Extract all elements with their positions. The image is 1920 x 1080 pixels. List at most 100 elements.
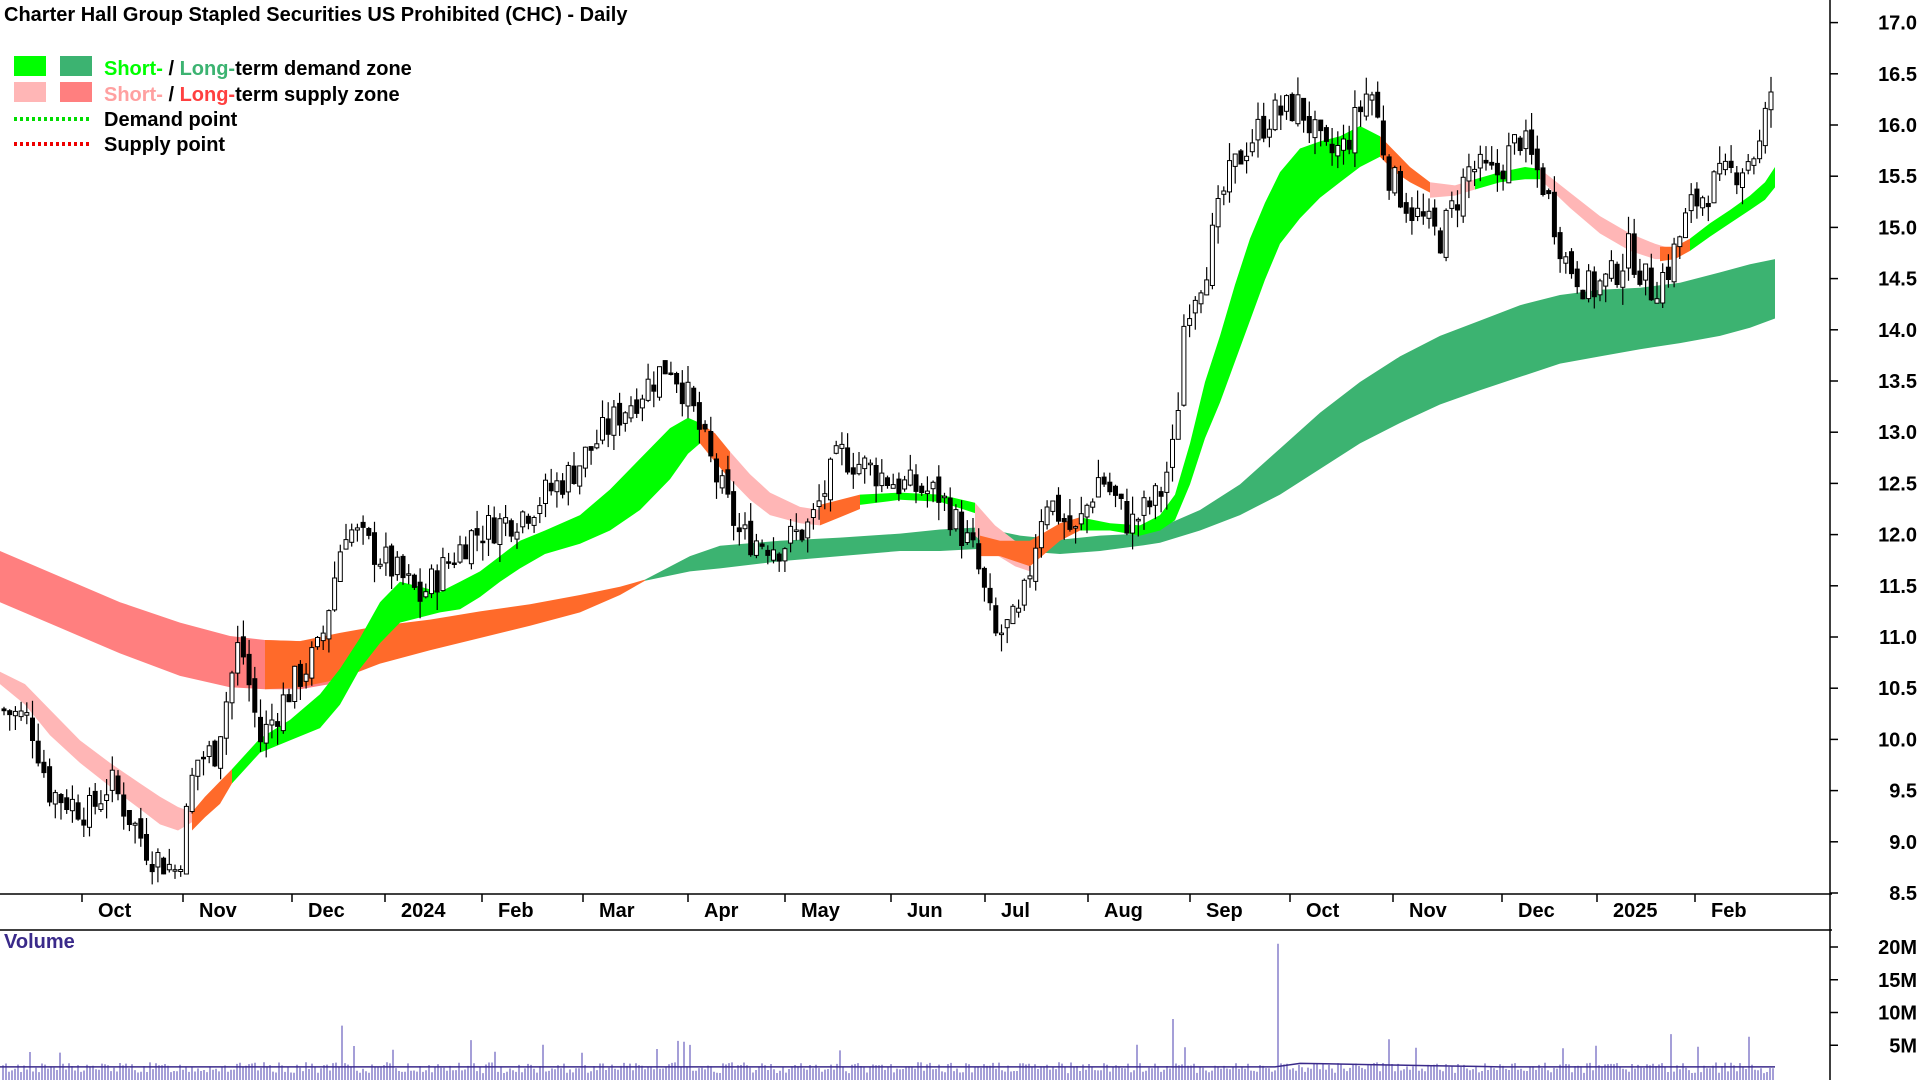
candle-body xyxy=(668,372,674,375)
candle-body xyxy=(873,465,879,487)
short-transition-zone-2 xyxy=(700,423,730,480)
candle-body xyxy=(457,544,463,563)
candle-body xyxy=(1329,143,1335,154)
candle-body xyxy=(394,556,400,576)
y-tick-label: 14.0 xyxy=(1878,320,1917,342)
candle-body xyxy=(258,716,263,743)
candle-body xyxy=(446,561,452,564)
candle-body xyxy=(981,567,987,588)
legend-swatch-short-supply xyxy=(14,82,46,102)
candle-body xyxy=(297,663,303,687)
candle-body xyxy=(1152,485,1158,506)
candle-body xyxy=(24,712,30,716)
candle-body xyxy=(930,481,936,490)
x-tick-label: Sep xyxy=(1206,900,1243,922)
candle-body xyxy=(839,443,845,449)
candle-body xyxy=(1198,292,1204,305)
candle-body xyxy=(942,495,947,499)
candle-body xyxy=(919,485,925,494)
candle-body xyxy=(987,587,993,604)
y-tick-label: 10.5 xyxy=(1878,678,1917,700)
candle-body xyxy=(1757,140,1763,160)
y-tick-label: 14.5 xyxy=(1878,269,1917,291)
y-tick-label: 15.0 xyxy=(1878,217,1917,239)
candle-body xyxy=(1318,119,1324,132)
candle-body xyxy=(1050,500,1056,512)
candle-body xyxy=(560,480,566,495)
candle-body xyxy=(275,721,281,727)
candle-body xyxy=(1517,137,1523,152)
candle-body xyxy=(246,653,252,686)
candle-body xyxy=(126,810,132,825)
candle-body xyxy=(503,517,509,524)
legend-demand-point: Demand point xyxy=(104,109,238,131)
x-tick-label: Feb xyxy=(498,900,534,922)
candle-body xyxy=(1,708,7,712)
candle-body xyxy=(548,482,554,492)
candle-body xyxy=(423,591,429,598)
candle-body xyxy=(41,761,47,774)
candle-body xyxy=(411,574,417,588)
candle-body xyxy=(822,493,828,497)
candle-body xyxy=(1489,161,1495,166)
candle-body xyxy=(890,484,896,489)
candle-body xyxy=(1130,513,1136,534)
y-tick-label: 16.5 xyxy=(1878,64,1917,86)
candle-body xyxy=(161,857,167,875)
candle-body xyxy=(320,632,326,642)
candle-body xyxy=(303,673,309,682)
candle-body xyxy=(907,469,913,486)
candle-body xyxy=(1574,268,1580,288)
candle-body xyxy=(354,527,360,531)
candle-body xyxy=(600,417,605,441)
short-demand-zone-5 xyxy=(1690,167,1775,251)
candle-body xyxy=(1038,521,1044,549)
candle-body xyxy=(885,477,890,486)
candle-body xyxy=(1722,160,1728,171)
candle-body xyxy=(337,551,343,583)
candle-body xyxy=(1734,172,1740,186)
candle-body xyxy=(1363,93,1369,117)
candle-body xyxy=(714,458,719,483)
candle-body xyxy=(674,373,680,385)
short-transition-zone-4 xyxy=(980,517,1080,567)
candle-body xyxy=(1067,515,1073,530)
candle-body xyxy=(75,802,81,820)
candle-body xyxy=(52,792,58,805)
candle-body xyxy=(1529,129,1535,155)
candle-body xyxy=(1415,207,1421,218)
x-tick-label: Oct xyxy=(98,900,132,922)
candle-body xyxy=(343,539,349,550)
candle-body xyxy=(662,360,668,375)
candle-body xyxy=(1380,120,1386,156)
candle-body xyxy=(240,636,246,658)
candle-body xyxy=(366,528,372,536)
candle-body xyxy=(1238,150,1244,165)
candle-body xyxy=(1158,491,1164,497)
candle-body xyxy=(1603,273,1609,287)
short-transition-zone-1 xyxy=(192,769,232,831)
candle-body xyxy=(1255,118,1261,141)
candle-body xyxy=(1335,145,1341,157)
candle-body xyxy=(1164,471,1170,493)
candle-body xyxy=(1306,116,1312,134)
candle-body xyxy=(947,497,953,531)
short-supply-zone-2 xyxy=(730,451,820,526)
candle-body xyxy=(833,445,839,454)
candle-body xyxy=(223,701,229,739)
candle-body xyxy=(828,458,833,501)
candle-body xyxy=(953,509,959,530)
candle-body xyxy=(896,478,902,495)
legend-swatch-short-demand xyxy=(14,56,46,76)
candle-body xyxy=(30,717,35,741)
candle-body xyxy=(1563,256,1569,264)
candle-body xyxy=(1671,243,1677,283)
candle-body xyxy=(1648,267,1654,301)
short-supply-zone-1 xyxy=(0,671,192,831)
candle-body xyxy=(1631,233,1637,275)
candle-body xyxy=(577,465,583,487)
candle-body xyxy=(1426,210,1432,219)
candle-body xyxy=(440,557,446,592)
candle-body xyxy=(389,545,395,577)
